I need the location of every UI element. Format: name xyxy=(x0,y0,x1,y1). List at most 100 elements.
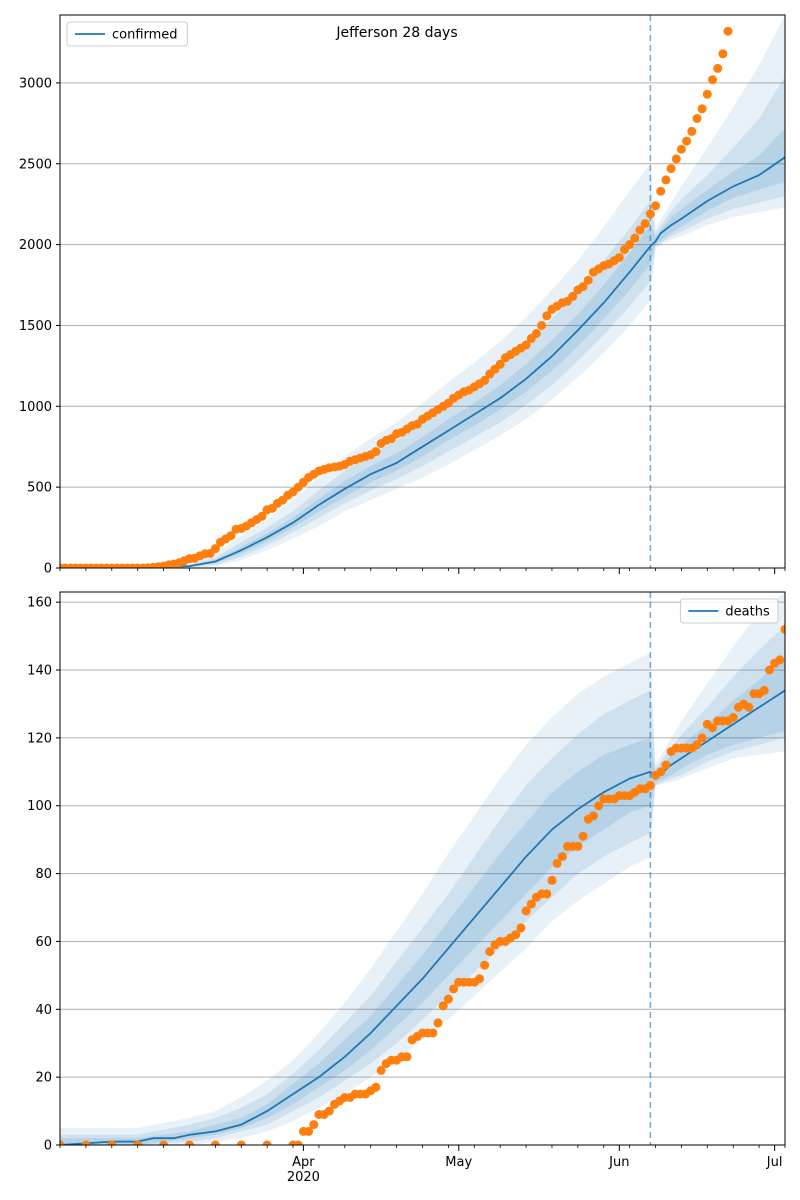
y-tick-label: 160 xyxy=(27,596,52,611)
observed-point xyxy=(371,447,381,457)
observed-point xyxy=(81,1140,91,1145)
observed-point xyxy=(526,899,536,909)
observed-point xyxy=(630,233,640,243)
observed-point xyxy=(257,511,267,521)
plot-area xyxy=(60,15,785,568)
y-tick-label: 1000 xyxy=(19,400,52,415)
observed-point xyxy=(765,665,774,675)
y-tick-label: 2500 xyxy=(19,157,52,172)
plot-area xyxy=(60,592,795,1145)
observed-point xyxy=(402,1052,412,1062)
observed-point xyxy=(485,947,495,957)
observed-point xyxy=(371,1082,381,1092)
observed-point xyxy=(60,1140,65,1145)
observed-point xyxy=(661,760,671,770)
x-tick-label: Jul xyxy=(766,1155,783,1170)
observed-point xyxy=(542,889,552,899)
y-tick-label: 20 xyxy=(35,1071,52,1086)
observed-point xyxy=(656,767,666,777)
legend-box xyxy=(679,598,779,624)
observed-point xyxy=(531,329,541,338)
chart-title: Jefferson 28 days xyxy=(335,25,457,41)
y-tick-label: 40 xyxy=(35,1003,52,1018)
observed-point xyxy=(656,186,666,196)
observed-point xyxy=(537,321,547,330)
observed-point xyxy=(728,713,738,722)
observed-point xyxy=(697,733,707,743)
uncertainty-band-middle xyxy=(60,76,785,568)
observed-point xyxy=(133,1140,143,1145)
observed-point xyxy=(568,291,578,301)
observed-point xyxy=(226,531,236,541)
legend: deaths xyxy=(679,598,779,624)
observed-point xyxy=(438,1001,448,1011)
observed-point xyxy=(475,974,484,984)
uncertainty-band-inner xyxy=(60,656,785,1145)
observed-point xyxy=(723,26,733,36)
observed-point xyxy=(495,359,505,369)
observed-point xyxy=(713,63,723,73)
observed-point xyxy=(578,282,588,292)
observed-point xyxy=(480,375,490,385)
observed-point xyxy=(262,1140,272,1145)
observed-point xyxy=(744,702,754,712)
observed-point xyxy=(583,275,593,285)
observed-point xyxy=(293,1140,303,1145)
observed-point xyxy=(775,655,785,665)
observed-point xyxy=(428,1028,438,1038)
observed-point xyxy=(521,906,531,916)
y-tick-label: 0 xyxy=(44,562,52,577)
observed-point xyxy=(511,930,521,940)
y-tick-label: 120 xyxy=(27,731,52,746)
uncertainty-band-inner xyxy=(60,128,785,568)
observed-point xyxy=(661,175,671,185)
legend: confirmed xyxy=(66,21,188,47)
observed-point xyxy=(107,1140,117,1145)
observed-point xyxy=(651,201,660,211)
observed-point xyxy=(185,1140,194,1145)
observed-point xyxy=(304,1126,314,1136)
y-tick-label: 140 xyxy=(27,664,52,679)
observed-point xyxy=(702,89,712,99)
x-tick-label: Apr xyxy=(292,1155,315,1170)
observed-point xyxy=(210,1140,220,1145)
deaths-panel: 0 20 40 60 80 100 120 140 160 deaths xyxy=(27,591,795,1154)
observed-point xyxy=(324,1106,334,1116)
legend-label: confirmed xyxy=(112,28,178,43)
observed-point xyxy=(708,75,717,85)
observed-point xyxy=(309,1120,319,1130)
y-tick-label: 3000 xyxy=(19,76,52,91)
observed-point xyxy=(786,625,795,634)
observed-point xyxy=(449,984,459,994)
y-tick-label: 1500 xyxy=(19,319,52,334)
confirmed-panel: 0 500 1000 1500 2000 2500 3000 confirmed xyxy=(19,14,786,577)
model-line xyxy=(60,156,785,568)
observed-point xyxy=(718,49,728,59)
y-tick-label: 80 xyxy=(35,867,52,882)
observed-point xyxy=(645,209,655,219)
observed-point xyxy=(780,624,785,634)
x-tick-label: Jun xyxy=(608,1155,629,1170)
y-tick-label: 60 xyxy=(35,935,52,950)
observed-point xyxy=(433,1018,443,1028)
observed-point xyxy=(578,831,588,841)
observed-point xyxy=(588,811,598,821)
uncertainty-band-middle xyxy=(60,625,785,1145)
observed-point xyxy=(692,114,702,123)
observed-point xyxy=(547,875,557,885)
x-axis: Apr May Jun Jul 2020 xyxy=(287,1155,783,1185)
observed-point xyxy=(676,144,686,154)
observed-point xyxy=(557,852,567,862)
observed-point xyxy=(236,1140,246,1145)
legend-box xyxy=(66,21,188,47)
uncertainty-band-outer xyxy=(60,15,785,568)
observed-point xyxy=(542,311,552,321)
y-tick-label: 500 xyxy=(27,481,52,496)
observed-point xyxy=(159,1140,169,1145)
observed-point xyxy=(687,126,697,136)
observed-point xyxy=(573,841,583,851)
observed-point xyxy=(443,994,453,1004)
x-tick-label: May xyxy=(445,1155,472,1170)
y-tick-label: 2000 xyxy=(19,238,52,253)
axes-frame xyxy=(59,14,786,569)
